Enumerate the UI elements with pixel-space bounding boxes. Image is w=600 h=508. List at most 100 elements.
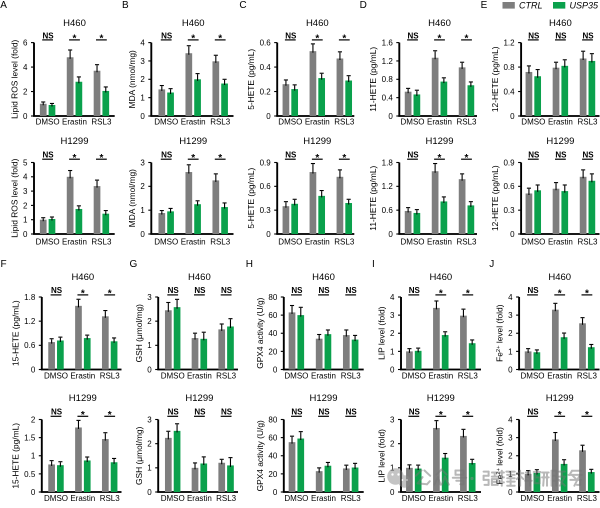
- svg-text:H1299: H1299: [546, 393, 574, 404]
- svg-text:*: *: [585, 289, 589, 300]
- svg-text:40: 40: [268, 329, 277, 338]
- svg-text:H460: H460: [429, 272, 452, 283]
- svg-text:0: 0: [23, 230, 28, 239]
- svg-text:Erastin: Erastin: [547, 494, 572, 503]
- svg-text:DMSO: DMSO: [44, 494, 68, 503]
- svg-text:RSL3: RSL3: [210, 117, 231, 126]
- svg-text:3: 3: [147, 415, 152, 424]
- svg-text:*: *: [73, 153, 77, 164]
- svg-text:12-HETE (pg/mL): 12-HETE (pg/mL): [490, 46, 500, 112]
- svg-text:NS: NS: [161, 151, 173, 160]
- svg-text:G: G: [130, 259, 138, 270]
- svg-text:Erastin: Erastin: [428, 371, 453, 380]
- svg-text:2: 2: [147, 317, 152, 326]
- svg-text:F: F: [1, 259, 7, 270]
- svg-text:0: 0: [273, 488, 278, 497]
- svg-text:NS: NS: [582, 31, 594, 40]
- svg-text:0.5: 0.5: [24, 470, 36, 479]
- svg-text:RSL3: RSL3: [341, 494, 362, 503]
- svg-text:0: 0: [390, 365, 395, 374]
- svg-text:Erastin: Erastin: [548, 237, 573, 246]
- svg-text:2: 2: [508, 452, 513, 461]
- svg-text:1.2: 1.2: [382, 57, 394, 66]
- svg-text:Erastin: Erastin: [311, 494, 336, 503]
- svg-text:0.3: 0.3: [260, 206, 272, 215]
- svg-text:NS: NS: [291, 407, 303, 416]
- svg-text:DMSO: DMSO: [36, 117, 60, 126]
- svg-text:Erastin: Erastin: [427, 237, 452, 246]
- svg-text:E: E: [481, 0, 488, 11]
- svg-text:0: 0: [147, 488, 152, 497]
- svg-text:3: 3: [140, 57, 145, 66]
- svg-text:NS: NS: [285, 31, 297, 40]
- svg-text:H460: H460: [549, 18, 572, 29]
- svg-text:4: 4: [23, 173, 28, 182]
- svg-text:1.2: 1.2: [503, 39, 515, 48]
- svg-text:4: 4: [390, 293, 395, 302]
- svg-text:0: 0: [147, 365, 152, 374]
- svg-text:NS: NS: [43, 151, 55, 160]
- svg-text:*: *: [438, 34, 442, 45]
- svg-text:DMSO: DMSO: [44, 371, 68, 380]
- svg-text:1.2: 1.2: [24, 317, 36, 326]
- svg-text:RSL3: RSL3: [216, 494, 237, 503]
- svg-text:12-HETE (pg/mL): 12-HETE (pg/mL): [490, 165, 500, 231]
- svg-text:NS: NS: [285, 151, 297, 160]
- svg-text:H1299: H1299: [427, 393, 455, 404]
- svg-text:*: *: [558, 289, 562, 300]
- svg-text:H1299: H1299: [61, 136, 89, 147]
- svg-text:15-HETE (pg/mL): 15-HETE (pg/mL): [11, 300, 21, 366]
- svg-text:RSL3: RSL3: [577, 494, 598, 503]
- svg-text:3: 3: [147, 293, 152, 302]
- svg-text:RSL3: RSL3: [334, 117, 355, 126]
- svg-text:NS: NS: [161, 31, 173, 40]
- svg-text:DMSO: DMSO: [36, 237, 60, 246]
- svg-text:Lipid ROS level (fold): Lipid ROS level (fold): [10, 158, 20, 237]
- svg-text:LIP level (fold): LIP level (fold): [377, 429, 387, 483]
- svg-text:Fe2+ level (fold): Fe2+ level (fold): [495, 304, 505, 362]
- svg-text:1.8: 1.8: [382, 158, 394, 167]
- svg-text:0: 0: [31, 365, 36, 374]
- svg-text:H460: H460: [182, 18, 205, 29]
- svg-text:Erastin: Erastin: [70, 371, 95, 380]
- svg-text:H1299: H1299: [179, 136, 207, 147]
- svg-text:RSL3: RSL3: [100, 371, 121, 380]
- svg-text:1: 1: [147, 341, 152, 350]
- svg-text:*: *: [342, 153, 346, 164]
- svg-text:0: 0: [273, 365, 278, 374]
- svg-text:NS: NS: [51, 286, 63, 295]
- svg-text:1: 1: [390, 347, 395, 356]
- svg-text:0.6: 0.6: [382, 206, 394, 215]
- svg-text:H460: H460: [306, 18, 329, 29]
- svg-text:*: *: [465, 34, 469, 45]
- svg-text:*: *: [191, 34, 195, 45]
- svg-text:2: 2: [140, 182, 145, 191]
- svg-text:H1299: H1299: [69, 393, 97, 404]
- svg-text:0: 0: [508, 365, 513, 374]
- svg-text:NS: NS: [43, 31, 55, 40]
- svg-text:4: 4: [140, 39, 145, 48]
- svg-text:3: 3: [508, 434, 513, 443]
- svg-text:MDA (nmol/mg): MDA (nmol/mg): [127, 169, 137, 227]
- svg-text:NS: NS: [346, 286, 358, 295]
- svg-text:0.6: 0.6: [24, 341, 36, 350]
- svg-text:*: *: [465, 153, 469, 164]
- svg-text:0: 0: [508, 488, 513, 497]
- svg-text:6: 6: [23, 39, 28, 48]
- svg-text:NS: NS: [318, 407, 330, 416]
- svg-text:20: 20: [268, 470, 277, 479]
- svg-text:15-HETE (pg/mL): 15-HETE (pg/mL): [11, 423, 21, 489]
- svg-text:1: 1: [508, 347, 513, 356]
- svg-text:3: 3: [140, 158, 145, 167]
- svg-text:Erastin: Erastin: [547, 371, 572, 380]
- svg-text:0.6: 0.6: [260, 182, 272, 191]
- svg-text:NS: NS: [582, 151, 594, 160]
- svg-text:*: *: [218, 34, 222, 45]
- svg-text:*: *: [466, 410, 470, 421]
- svg-text:Erastin: Erastin: [181, 237, 206, 246]
- svg-text:2: 2: [23, 87, 28, 96]
- svg-text:0: 0: [266, 230, 271, 239]
- svg-text:5: 5: [23, 158, 28, 167]
- svg-text:2: 2: [390, 329, 395, 338]
- svg-text:Erastin: Erastin: [427, 117, 452, 126]
